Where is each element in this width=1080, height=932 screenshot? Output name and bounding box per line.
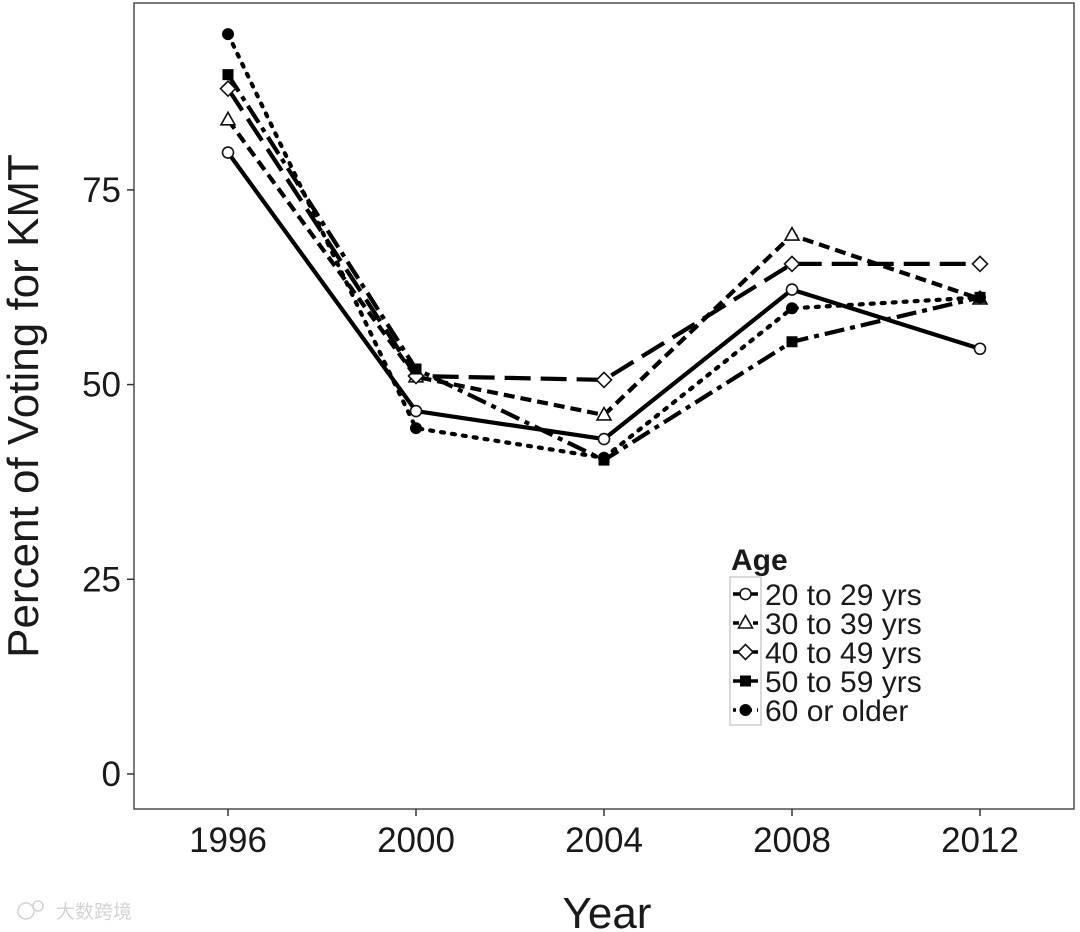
data-point [410, 363, 422, 375]
data-point [222, 28, 234, 41]
y-tick-label: 25 [82, 560, 121, 599]
legend-label: 20 to 29 yrs [765, 579, 922, 612]
y-tick-label: 50 [82, 366, 121, 405]
series-layer [219, 28, 989, 466]
data-point [595, 405, 613, 421]
legend-label: 40 to 49 yrs [765, 637, 922, 670]
legend-key-marker [739, 587, 752, 601]
watermark: 大数跨境 [17, 900, 132, 923]
y-axis-title: Percent of Voting for KMT [0, 154, 48, 658]
data-point [974, 291, 986, 304]
legend-key-marker [739, 704, 752, 716]
data-point [595, 371, 613, 389]
watermark-logo-dot-icon [32, 900, 44, 912]
data-point [222, 69, 234, 81]
legend-label: 50 to 59 yrs [765, 666, 922, 699]
y-tick-label: 0 [102, 755, 121, 794]
y-axis-ticks: 0 25 50 75 [82, 171, 134, 794]
x-axis-title: Year [563, 889, 652, 932]
data-point [973, 342, 987, 356]
watermark-text: 大数跨境 [56, 901, 132, 923]
x-tick-label: 1996 [189, 821, 267, 860]
data-point [219, 110, 237, 126]
data-point [783, 255, 801, 273]
data-point [219, 80, 237, 98]
series-line [226, 87, 980, 382]
data-point [409, 404, 423, 418]
data-point [221, 146, 235, 159]
x-tick-label: 2008 [753, 821, 831, 860]
x-tick-label: 2004 [565, 821, 643, 860]
data-point [785, 283, 799, 296]
data-point [410, 422, 422, 435]
data-point [598, 451, 610, 464]
data-point [786, 302, 798, 315]
x-tick-label: 2012 [941, 821, 1019, 860]
x-tick-label: 2000 [377, 821, 455, 860]
legend-key-marker [740, 675, 751, 687]
legend-label: 60 or older [765, 695, 908, 728]
data-point [971, 255, 989, 273]
y-tick-label: 75 [82, 171, 121, 210]
watermark-logo-icon [17, 902, 35, 920]
legend-key-marker [737, 613, 754, 629]
data-point [786, 336, 798, 348]
legend-label: 30 to 39 yrs [765, 608, 922, 641]
data-point [597, 432, 611, 446]
data-point [783, 225, 801, 241]
legend-title: Age [731, 544, 788, 577]
x-axis-ticks: 1996 2000 2004 2008 2012 [189, 809, 1019, 860]
legend-key-marker [736, 643, 755, 661]
